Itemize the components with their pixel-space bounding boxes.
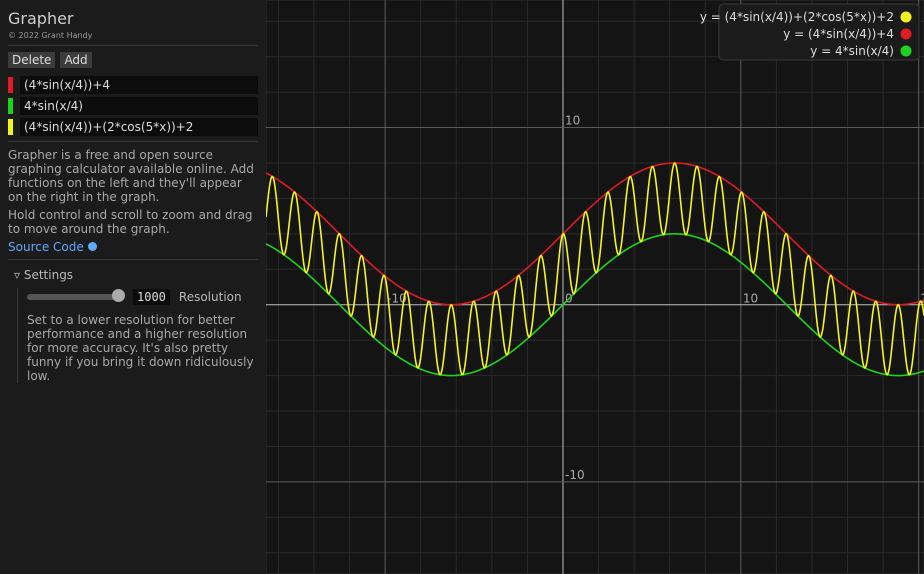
toolbar: Delete Add: [8, 52, 258, 68]
separator: [8, 259, 258, 260]
legend-label: y = (4*sin(x/4))+4: [783, 27, 894, 41]
x-tick-label: 20: [921, 292, 924, 306]
legend-label: y = (4*sin(x/4))+(2*cos(5*x))+2: [700, 10, 894, 24]
resolution-label: Resolution: [178, 290, 242, 304]
x-tick-label: -10: [387, 292, 407, 306]
function-input[interactable]: (4*sin(x/4))+(2*cos(5*x))+2: [20, 118, 258, 136]
delete-button[interactable]: Delete: [8, 52, 56, 68]
color-swatch[interactable]: [8, 119, 13, 135]
curve: [266, 233, 924, 377]
copyright: © 2022 Grant Handy: [8, 31, 93, 40]
legend-box: [718, 3, 920, 61]
plot-background: [266, 0, 924, 574]
description: Hold control and scroll to zoom and drag…: [8, 208, 253, 236]
function-row: 4*sin(x/4): [8, 97, 258, 115]
title: Grapher: [8, 9, 74, 28]
function-list: (4*sin(x/4))+4 4*sin(x/4) (4*sin(x/4))+(2*…: [8, 76, 258, 136]
x-tick-label: 10: [743, 292, 758, 306]
y-tick-label: -10: [565, 468, 585, 482]
function-row: (4*sin(x/4))+(2*cos(5*x))+2: [8, 118, 258, 136]
separator: [8, 45, 258, 46]
source-link[interactable]: Source Code: [8, 240, 97, 254]
sidebar: Grapher © 2022 Grant Handy Delete Add (4*…: [0, 0, 258, 574]
settings-header[interactable]: ▿ Settings: [14, 268, 74, 282]
separator: [8, 141, 258, 142]
legend-dot: [900, 11, 912, 23]
resolution-row: 1000 Resolution: [27, 288, 258, 306]
github-icon: [87, 242, 97, 251]
legend: y = (4*sin(x/4))+(2*cos(5*x))+2 y = (4*si…: [700, 3, 920, 61]
legend-dot: [900, 45, 912, 57]
link-text: Source Code: [8, 240, 84, 254]
settings-title: Settings: [23, 268, 74, 282]
legend-label: y = 4*sin(x/4): [810, 44, 894, 58]
slider[interactable]: [27, 289, 125, 302]
color-swatch[interactable]: [8, 77, 13, 93]
settings-body: 1000 Resolution Set to a lower resolutio…: [17, 288, 258, 383]
function-row: (4*sin(x/4))+4: [8, 76, 258, 94]
description: Grapher is a free and open source graphi…: [8, 148, 254, 204]
add-button[interactable]: Add: [60, 52, 92, 68]
function-input[interactable]: 4*sin(x/4): [20, 97, 258, 115]
resolution-input[interactable]: 1000: [133, 289, 170, 305]
curve: [266, 161, 924, 376]
legend-dot: [900, 28, 912, 40]
y-tick-label: 10: [565, 114, 580, 128]
function-input[interactable]: (4*sin(x/4))+4: [20, 76, 258, 94]
curve: [266, 162, 924, 306]
color-swatch[interactable]: [8, 98, 13, 114]
slider-knob[interactable]: [112, 289, 125, 302]
resolution-help: Set to a lower resolution for better per…: [27, 313, 254, 383]
